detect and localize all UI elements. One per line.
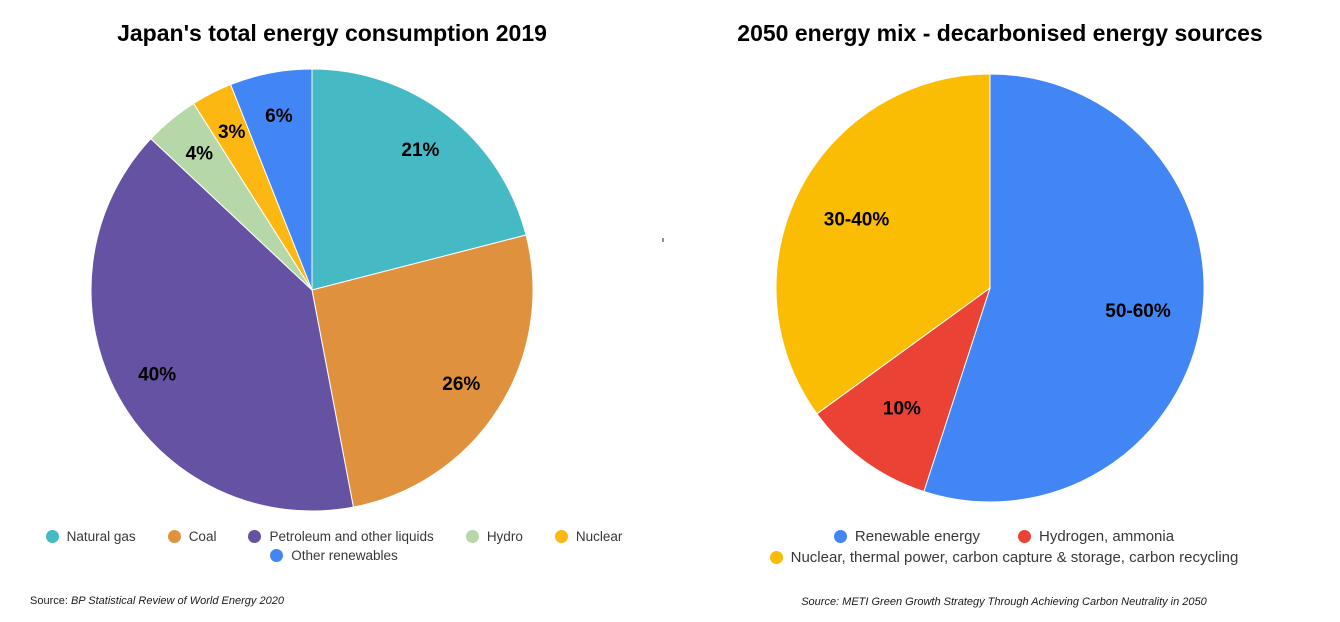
legend-color-dot: [554, 530, 568, 543]
legend-label: Hydrogen, ammonia: [1039, 528, 1175, 545]
legend-item-other-renewables: Other renewables: [270, 548, 398, 563]
legend-color-dot: [833, 530, 847, 543]
left-pie-chart: 21% 26% 40% 4%3% 6%: [90, 68, 534, 512]
legend-item-nuclear: Nuclear: [554, 529, 623, 544]
source-text: BP Statistical Review of World Energy 20…: [70, 595, 284, 607]
legend-color-dot: [465, 530, 479, 543]
legend-color-dot: [167, 530, 181, 543]
legend-row: Natural gas Coal Petroleum and other liqui…: [45, 529, 623, 544]
legend-label: Natural gas: [66, 529, 136, 544]
slice-value-label-petroleum-and-other-liquids: 40%: [138, 365, 176, 386]
right-chart-title: 2050 energy mix - decarbonised energy so…: [737, 20, 1263, 46]
legend-label: Nuclear, thermal power, carbon capture &…: [790, 549, 1239, 566]
legend-label: Coal: [188, 529, 217, 544]
legend-label: Other renewables: [291, 548, 398, 563]
legend-color-dot: [270, 549, 284, 562]
source-text: METI Green Growth Strategy Through Achie…: [842, 596, 1207, 608]
right-chart-source: Source: METI Green Growth Strategy Throu…: [668, 596, 1340, 608]
slice-value-label-renewable-energy: 50-60%: [1105, 301, 1171, 322]
legend-color-dot: [1018, 530, 1031, 543]
legend-label: Petroleum and other liquids: [269, 529, 434, 544]
left-chart-source: Source: BP Statistical Review of World E…: [30, 595, 284, 607]
slice-value-label-natural-gas: 21%: [401, 140, 439, 161]
pie-slice-renewable-energy: [923, 73, 1205, 503]
right-chart-legend: Renewable energy Hydrogen, ammonia Nuclear…: [668, 528, 1340, 566]
pie-slice-other-renewables: [229, 68, 313, 291]
legend-item-renewable-energy: Renewable energy: [833, 528, 980, 545]
pie-slice-natural-gas: [311, 68, 527, 291]
legend-color-dot: [45, 530, 59, 543]
pie-slice-coal: [311, 234, 534, 508]
slice-value-label-hydro: 4%: [186, 143, 214, 164]
legend-item-coal: Coal: [167, 529, 217, 544]
source-prefix: Source:: [30, 595, 71, 607]
pie-slice-hydrogen-ammonia: [816, 286, 991, 493]
source-prefix: Source:: [801, 596, 843, 608]
slice-value-label-hydrogen-ammonia: 10%: [883, 399, 921, 420]
left-chart-legend: Natural gas Coal Petroleum and other liqui…: [0, 529, 668, 563]
legend-item-nuclear-thermal-power-carbon-capture-storage-carbon-recycling: Nuclear, thermal power, carbon capture &…: [769, 549, 1239, 566]
slice-value-label-nuclear: 3%: [218, 122, 246, 143]
legend-item-petroleum-and-other-liquids: Petroleum and other liquids: [248, 529, 434, 544]
legend-item-hydro: Hydro: [465, 529, 523, 544]
pie-slice-nuclear-thermal-power-carbon-capture-storage-carbon-recycling: [775, 73, 991, 415]
legend-label: Renewable energy: [854, 528, 980, 545]
right-pie-chart: 50-60% 10% 30-40%: [775, 73, 1205, 503]
legend-color-dot: [248, 530, 262, 543]
legend-label: Hydro: [486, 529, 523, 544]
legend-item-hydrogen-ammonia: Hydrogen, ammonia: [1018, 528, 1174, 545]
legend-color-dot: [769, 551, 783, 564]
stray-pixel-artifact: [662, 238, 664, 242]
pie-slice-petroleum-and-other-liquids: [90, 138, 354, 512]
slice-value-label-other-renewables: 6%: [265, 106, 293, 127]
legend-row: Nuclear, thermal power, carbon capture &…: [769, 549, 1239, 566]
legend-row: Renewable energy Hydrogen, ammonia: [833, 528, 1174, 545]
slice-value-label-nuclear-thermal-power-carbon-capture-storage-carbon-recycling: 30-40%: [824, 210, 890, 231]
slice-value-label-coal: 26%: [442, 374, 480, 395]
legend-label: Nuclear: [575, 529, 623, 544]
legend-item-natural-gas: Natural gas: [45, 529, 136, 544]
legend-row: Other renewables: [270, 548, 398, 563]
left-chart-title: Japan's total energy consumption 2019: [117, 20, 547, 46]
